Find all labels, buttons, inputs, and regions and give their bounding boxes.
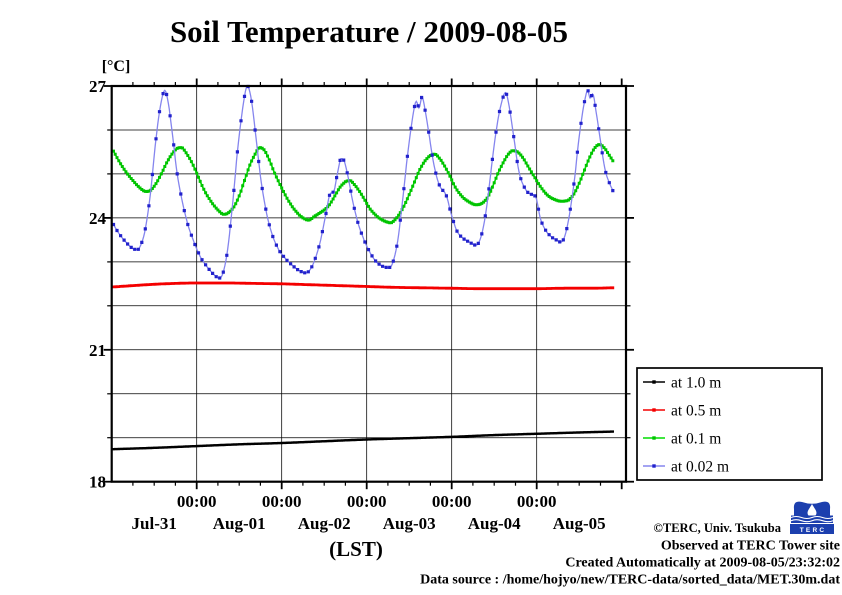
terc-logo: TERC [790,501,834,534]
legend-entry: at 1.0 m [643,375,721,392]
legend-marker [652,408,656,412]
legend-entry: at 0.1 m [643,431,721,448]
x-hour-tick-label: 00:00 [347,492,387,511]
x-axis-label: (LST) [329,537,383,561]
series-line [112,85,614,279]
x-hour-tick-label: 00:00 [432,492,472,511]
legend-label: at 0.1 m [671,431,721,448]
data-source-text: Data source : /home/hojyo/new/TERC-data/… [420,573,840,588]
legend-label: at 0.02 m [671,459,729,476]
x-day-label: Aug-02 [298,514,351,533]
x-day-label: Aug-03 [383,514,436,533]
copyright-text: ©TERC, Univ. Tsukuba [654,521,782,535]
series-at-0-02-m [111,84,615,280]
x-hour-tick-label: 00:00 [177,492,217,511]
series-at-1-0-m [112,430,615,451]
axis-ticks [103,78,634,490]
terc-logo-drop-icon [807,504,817,517]
terc-logo-name-band [790,524,834,534]
legend-marker [652,436,656,440]
terc-logo-text: TERC [800,527,827,534]
series-at-0-5-m [112,281,615,291]
gridlines [111,86,626,482]
x-hour-tick-label: 00:00 [262,492,302,511]
legend-entry: at 0.02 m [643,459,729,476]
y-tick-label: 18 [89,473,106,492]
series-markers [112,430,615,451]
legend-box [636,367,823,481]
legend-entry: at 0.5 m [643,403,721,420]
series-markers [112,281,615,291]
series-at-0-1-m [112,143,615,225]
footer-annotations: ©TERC, Univ. Tsukuba Observed at TERC To… [420,501,840,588]
y-axis-unit-label: [°C] [102,58,131,75]
x-day-label: Aug-01 [213,514,266,533]
y-tick-label: 21 [89,341,106,360]
x-day-label: Aug-04 [468,514,521,533]
plot-frame [110,84,628,483]
terc-logo-waves-bg [791,515,833,523]
legend-marker [652,380,656,384]
chart-title: Soil Temperature / 2009-08-05 [170,14,568,49]
y-axis-tick-labels: 27 24 21 18 [89,77,107,492]
observed-site-text: Observed at TERC Tower site [661,539,840,554]
legend: at 1.0 m at 0.5 m at 0.1 m at 0.02 m [636,367,823,481]
x-hour-tick-label: 00:00 [517,492,557,511]
y-tick-label: 24 [89,209,107,228]
y-tick-label: 27 [89,77,107,96]
legend-label: at 0.5 m [671,403,721,420]
x-day-label: Aug-05 [553,514,606,533]
terc-logo-wave-1 [790,515,834,520]
terc-logo-wave-2 [790,519,834,523]
x-day-label: Jul-31 [132,514,177,533]
legend-label: at 1.0 m [671,375,721,392]
created-timestamp-text: Created Automatically at 2009-08-05/23:3… [565,556,840,571]
legend-entries: at 1.0 m at 0.5 m at 0.1 m at 0.02 m [643,375,729,476]
legend-marker [652,464,656,468]
data-series [111,84,615,451]
